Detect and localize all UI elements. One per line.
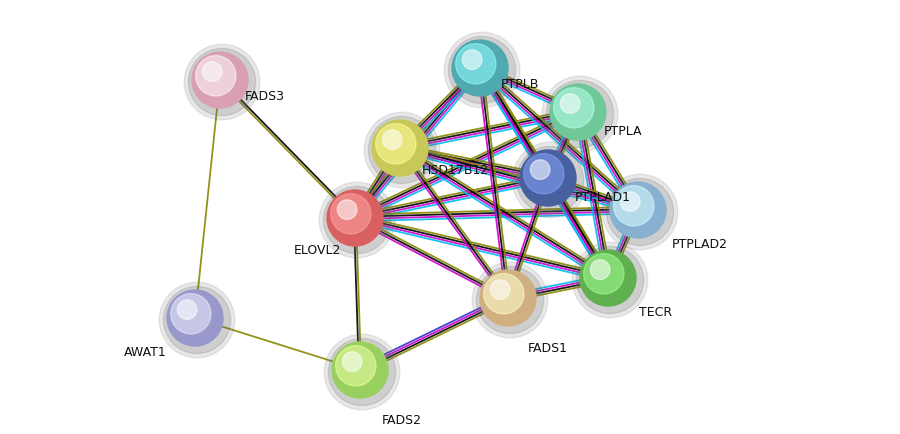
- Circle shape: [445, 32, 520, 108]
- Circle shape: [607, 178, 673, 246]
- Circle shape: [472, 262, 548, 338]
- Circle shape: [328, 339, 396, 406]
- Circle shape: [483, 274, 524, 314]
- Circle shape: [520, 150, 576, 206]
- Circle shape: [550, 84, 606, 140]
- Circle shape: [159, 282, 235, 358]
- Circle shape: [177, 300, 197, 319]
- Circle shape: [452, 40, 508, 96]
- Circle shape: [480, 270, 536, 326]
- Circle shape: [184, 44, 260, 120]
- Text: PTPLA: PTPLA: [604, 125, 643, 138]
- Circle shape: [338, 200, 357, 220]
- Circle shape: [610, 182, 666, 238]
- Circle shape: [583, 253, 624, 294]
- Circle shape: [332, 342, 388, 398]
- Circle shape: [572, 242, 648, 318]
- Circle shape: [561, 94, 580, 113]
- Circle shape: [620, 192, 640, 211]
- Circle shape: [576, 247, 644, 314]
- Circle shape: [188, 49, 256, 115]
- Text: AWAT1: AWAT1: [123, 346, 166, 359]
- Circle shape: [372, 120, 428, 176]
- Circle shape: [192, 52, 248, 108]
- Circle shape: [382, 130, 402, 149]
- Circle shape: [463, 50, 482, 69]
- Circle shape: [171, 294, 211, 334]
- Text: TECR: TECR: [639, 306, 672, 319]
- Circle shape: [590, 260, 610, 279]
- Circle shape: [448, 36, 516, 104]
- Circle shape: [491, 280, 510, 299]
- Text: PTPLAD2: PTPLAD2: [672, 238, 728, 251]
- Circle shape: [323, 186, 391, 253]
- Circle shape: [614, 186, 654, 226]
- Text: PTPLAD1: PTPLAD1: [575, 191, 631, 204]
- Circle shape: [342, 352, 362, 372]
- Circle shape: [167, 290, 223, 346]
- Circle shape: [602, 174, 678, 250]
- Circle shape: [476, 266, 544, 334]
- Circle shape: [512, 142, 588, 218]
- Circle shape: [330, 194, 371, 234]
- Text: HSD17B12: HSD17B12: [421, 164, 489, 177]
- Circle shape: [195, 56, 236, 96]
- Circle shape: [327, 190, 383, 246]
- Text: FADS1: FADS1: [528, 342, 568, 355]
- Circle shape: [320, 182, 395, 258]
- Circle shape: [554, 88, 594, 128]
- Circle shape: [580, 250, 636, 306]
- Text: ELOVL2: ELOVL2: [293, 244, 341, 257]
- Circle shape: [364, 112, 440, 188]
- Circle shape: [202, 62, 222, 82]
- Text: PTPLB: PTPLB: [500, 78, 539, 91]
- Circle shape: [455, 44, 496, 84]
- Circle shape: [164, 286, 230, 354]
- Text: FADS2: FADS2: [382, 414, 422, 427]
- Text: FADS3: FADS3: [245, 90, 285, 103]
- Circle shape: [336, 345, 376, 386]
- Circle shape: [368, 116, 436, 184]
- Circle shape: [530, 160, 550, 179]
- Circle shape: [324, 334, 400, 410]
- Circle shape: [375, 124, 416, 164]
- Circle shape: [542, 76, 617, 152]
- Circle shape: [524, 154, 564, 194]
- Circle shape: [546, 80, 614, 148]
- Circle shape: [517, 146, 583, 214]
